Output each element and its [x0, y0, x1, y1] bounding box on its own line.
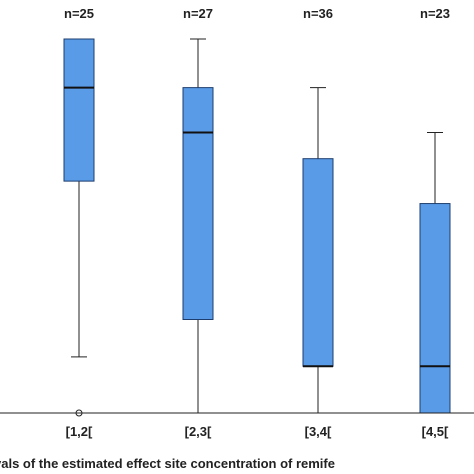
- count-label-4: n=23: [420, 6, 450, 21]
- x-tick-label-3: [3,4[: [305, 424, 332, 439]
- box-4: [419, 203, 451, 414]
- count-label-2: n=27: [183, 6, 213, 21]
- x-axis-title: vals of the estimated effect site concen…: [0, 456, 335, 471]
- boxes-group: [63, 38, 451, 417]
- count-label-1: n=25: [64, 6, 94, 21]
- labels-group: n=25 [1,2[ n=27 [2,3[ n=36 [3,4[ n=23 [4,5[: [64, 6, 450, 439]
- count-label-3: n=36: [303, 6, 333, 21]
- box-2: [182, 87, 214, 321]
- box-3: [302, 158, 334, 367]
- x-tick-label-4: [4,5[: [422, 424, 449, 439]
- x-tick-label-2: [2,3[: [185, 424, 212, 439]
- x-tick-label-1: [1,2[: [66, 424, 93, 439]
- box-1: [63, 38, 95, 182]
